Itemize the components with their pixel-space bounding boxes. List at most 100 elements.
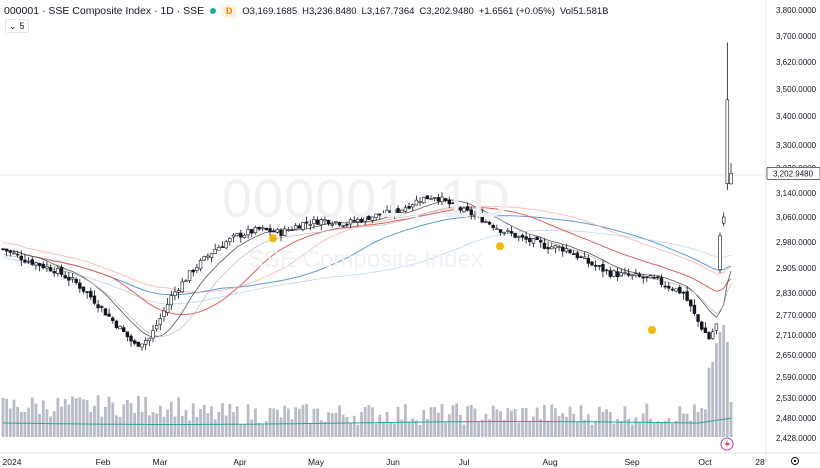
volume-bar xyxy=(725,342,729,437)
ohlc-low: L3,167.7364 xyxy=(361,5,415,17)
candle-body xyxy=(451,202,455,205)
volume-bar xyxy=(111,402,115,437)
volume-bar xyxy=(447,414,451,437)
ohlc-open: O3,169.1685 xyxy=(242,5,298,17)
candle-body xyxy=(604,269,609,272)
y-tick-label: 2,480.0000 xyxy=(776,414,817,423)
candle-body xyxy=(630,274,634,277)
candle-body xyxy=(469,209,473,216)
volume-bar xyxy=(297,408,301,437)
volume-bar xyxy=(495,409,499,437)
x-tick-label: Jul xyxy=(459,457,470,467)
volume-bar xyxy=(78,397,82,437)
symbol-title[interactable]: 000001 · SSE Composite Index · 1D · SSE xyxy=(4,5,205,17)
volume-bar xyxy=(202,405,206,437)
candle-body xyxy=(425,195,430,200)
volume-bar xyxy=(693,404,696,437)
volume-bar xyxy=(158,405,162,437)
candle-body xyxy=(129,335,133,342)
volume-bar xyxy=(199,409,202,437)
volume-bar xyxy=(440,403,444,437)
volume-bar xyxy=(56,397,60,437)
volume-bar xyxy=(290,419,294,437)
candle-body xyxy=(59,267,64,275)
candle-body xyxy=(700,321,704,330)
x-tick-label: Sep xyxy=(624,457,639,467)
candle-body xyxy=(81,286,86,292)
ohlc-change: +1.6561 (+0.05%) xyxy=(478,5,555,17)
ohlc-readout: O3,169.1685 H3,236.8480 L3,167.7364 C3,2… xyxy=(242,6,608,17)
volume-bar xyxy=(12,399,16,437)
candle-body xyxy=(553,245,558,249)
volume-bar xyxy=(586,414,590,437)
candle-body xyxy=(132,340,137,344)
volume-bar xyxy=(510,410,513,437)
candle-body xyxy=(100,306,104,308)
candle-body xyxy=(725,99,730,184)
candle-body xyxy=(480,213,484,223)
volume-bar xyxy=(221,403,224,437)
volume-bar xyxy=(279,417,283,437)
volume-bar xyxy=(235,406,239,437)
volume-bar xyxy=(224,415,228,437)
candle-body xyxy=(582,256,587,259)
candle-body xyxy=(363,215,367,222)
candle-body xyxy=(242,234,247,238)
candle-body xyxy=(670,288,675,291)
y-tick-label: 3,060.0000 xyxy=(776,213,817,222)
volume-bar xyxy=(389,422,393,437)
volume-bar xyxy=(23,412,27,437)
volume-bar xyxy=(696,412,700,437)
candle-body xyxy=(396,208,400,214)
volume-bar xyxy=(627,418,630,437)
volume-bar xyxy=(554,408,557,437)
volume-bars xyxy=(1,324,733,437)
candle-body xyxy=(718,235,722,270)
volume-bar xyxy=(294,407,298,437)
candle-body xyxy=(491,224,495,229)
volume-bar xyxy=(418,424,422,437)
candle-body xyxy=(400,209,404,214)
candle-body xyxy=(56,268,60,274)
candle-body xyxy=(462,207,466,213)
volume-bar xyxy=(605,409,609,437)
volume-bar xyxy=(356,424,360,437)
candle-body xyxy=(531,238,536,244)
indicator-toggle[interactable]: ⌄ 5 xyxy=(5,19,29,33)
candle-body xyxy=(165,304,170,313)
candles xyxy=(1,42,733,351)
y-tick-label: 3,700.0000 xyxy=(776,32,817,41)
candle-body xyxy=(557,246,561,248)
ma-line-gray xyxy=(2,199,732,338)
volume-bar xyxy=(341,414,345,437)
volume-bar xyxy=(144,397,148,437)
candle-body xyxy=(385,209,389,214)
candle-body xyxy=(290,229,294,231)
volume-bar xyxy=(312,408,316,437)
volume-bar xyxy=(19,411,23,437)
candle-body xyxy=(601,263,605,272)
volume-bar xyxy=(601,411,605,437)
volume-bar xyxy=(30,397,34,437)
volume-bar xyxy=(246,404,250,437)
volume-bar xyxy=(634,417,638,437)
candle-body xyxy=(648,275,653,279)
volume-bar xyxy=(656,421,660,437)
volume-bar xyxy=(671,423,674,437)
candle-body xyxy=(356,219,360,222)
candle-body xyxy=(337,222,342,226)
volume-bar xyxy=(96,395,100,437)
x-tick-label: 2024 xyxy=(3,457,22,467)
volume-bar xyxy=(327,412,330,437)
candle-body xyxy=(173,291,177,296)
candle-body xyxy=(220,246,225,248)
volume-bar xyxy=(678,406,682,437)
candle-body xyxy=(162,310,166,318)
x-tick-label: Feb xyxy=(96,457,111,467)
candle-body xyxy=(176,290,181,293)
candle-body xyxy=(8,251,13,253)
candle-body xyxy=(454,203,459,208)
y-tick-label: 2,650.0000 xyxy=(776,351,817,360)
delay-badge[interactable]: D xyxy=(222,4,237,18)
